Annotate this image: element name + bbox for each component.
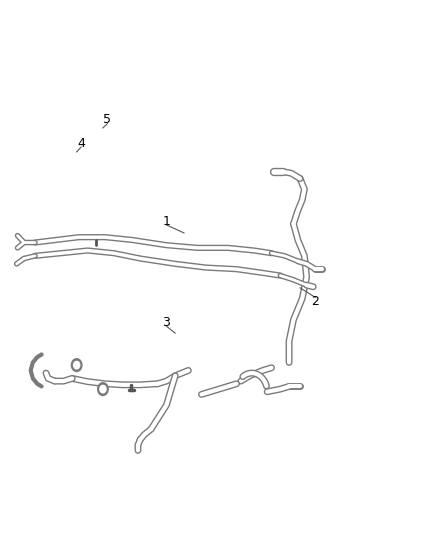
Text: 5: 5 [103,114,111,126]
Circle shape [100,385,106,393]
Circle shape [98,383,108,395]
Text: 4: 4 [77,138,85,150]
Circle shape [71,359,82,372]
Text: 2: 2 [311,295,319,308]
Circle shape [74,361,80,369]
Text: 3: 3 [162,316,170,329]
Text: 1: 1 [162,215,170,228]
